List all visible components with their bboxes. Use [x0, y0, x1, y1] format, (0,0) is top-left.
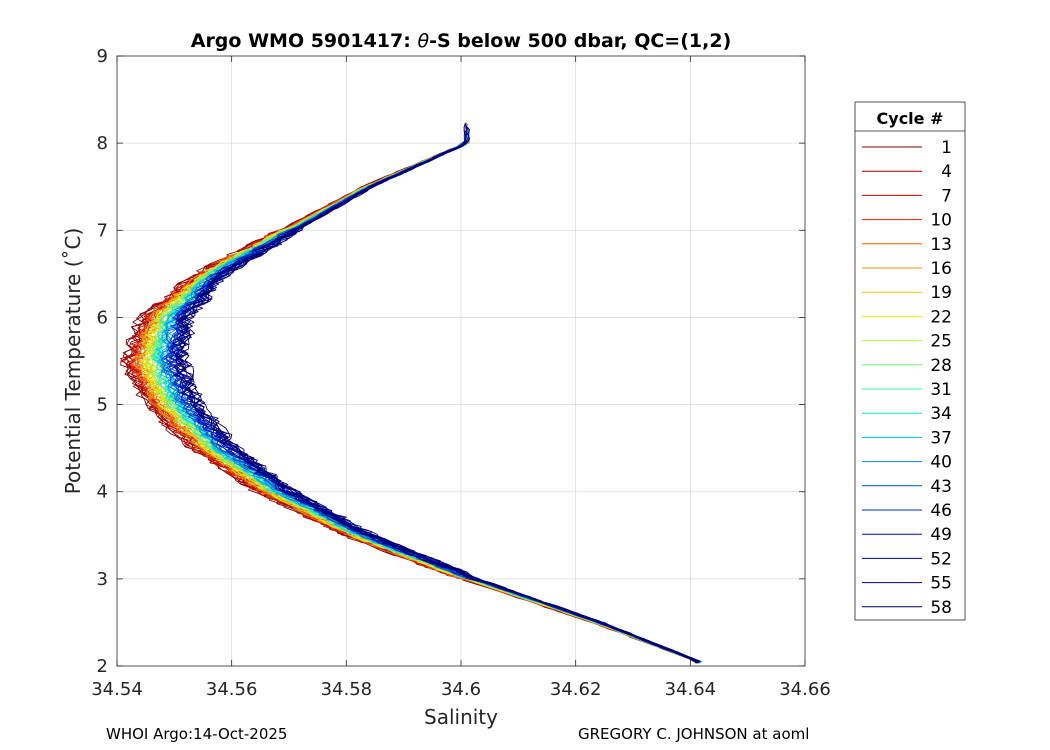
y-tick-label: 4: [97, 482, 108, 503]
legend-label: 13: [930, 235, 952, 255]
series-line-cycle-13: [130, 145, 698, 662]
x-tick-label: 34.66: [779, 679, 831, 700]
x-tick-label: 34.64: [665, 679, 717, 700]
legend-label: 16: [930, 259, 952, 279]
title-prefix: Argo WMO 5901417:: [191, 30, 418, 52]
legend-title: Cycle #: [877, 109, 944, 128]
x-tick-label: 34.56: [206, 679, 258, 700]
x-tick-label: 34.54: [91, 679, 143, 700]
series-line-cycle-55: [176, 124, 701, 662]
footer-author: GREGORY C. JOHNSON at aoml: [578, 725, 810, 743]
legend-entries: 1 4 7 10 13 16 19 22 25 28 31 34 37 40 43 46 49 52 55 58: [862, 138, 952, 618]
legend-label: 52: [930, 549, 952, 569]
legend-label: 4: [941, 162, 952, 182]
series-lines: [120, 122, 702, 664]
axis-ticks: 34.54 34.56 34.58 34.6 34.62 34.64 34.66 2 3 4 5 6 7…: [91, 46, 831, 700]
x-tick-label: 34.62: [550, 679, 602, 700]
y-tick-label: 5: [97, 395, 108, 416]
title-suffix: -S below 500 dbar, QC=(1,2): [429, 30, 731, 52]
series-line-cycle-43: [160, 145, 699, 662]
series-line-cycle-58: [179, 128, 697, 664]
title-theta: θ: [417, 30, 429, 52]
x-axis-label: Salinity: [424, 705, 498, 729]
legend-label: 46: [930, 501, 952, 521]
legend-label: 25: [930, 332, 952, 352]
legend-label: 43: [930, 477, 952, 497]
legend-label: 40: [930, 453, 952, 473]
y-tick-label: 9: [97, 46, 108, 67]
legend-label: 55: [930, 574, 952, 594]
legend-label: 7: [941, 186, 952, 206]
legend-box: [854, 101, 966, 621]
y-tick-label: 6: [97, 307, 108, 328]
legend-label: 19: [930, 283, 952, 303]
legend-label: 1: [941, 138, 952, 158]
series-line-cycle-49: [168, 133, 700, 662]
y-tick-label: 2: [97, 656, 108, 677]
y-tick-label: 7: [97, 220, 108, 241]
y-tick-label: 3: [97, 569, 108, 590]
y-axis-label: Potential Temperature (˚C): [61, 228, 85, 495]
legend: Cycle # 1 4 7 10 13 16 19 22 25 28 31 34 37 40 43 46 49 5…: [854, 101, 966, 621]
legend-label: 37: [930, 428, 952, 448]
legend-label: 31: [930, 380, 952, 400]
plot-area: [120, 122, 702, 664]
legend-label: 34: [930, 404, 952, 424]
x-tick-label: 34.6: [441, 679, 481, 700]
legend-label: 22: [930, 307, 952, 327]
legend-label: 10: [930, 211, 952, 231]
footer-source: WHOI Argo:14-Oct-2025: [106, 725, 288, 743]
chart-title: Argo WMO 5901417: θ-S below 500 dbar, QC…: [191, 30, 732, 52]
y-tick-label: 8: [97, 133, 108, 154]
legend-label: 49: [930, 525, 952, 545]
legend-label: 58: [930, 598, 952, 618]
x-tick-label: 34.58: [321, 679, 373, 700]
legend-label: 28: [930, 356, 952, 376]
